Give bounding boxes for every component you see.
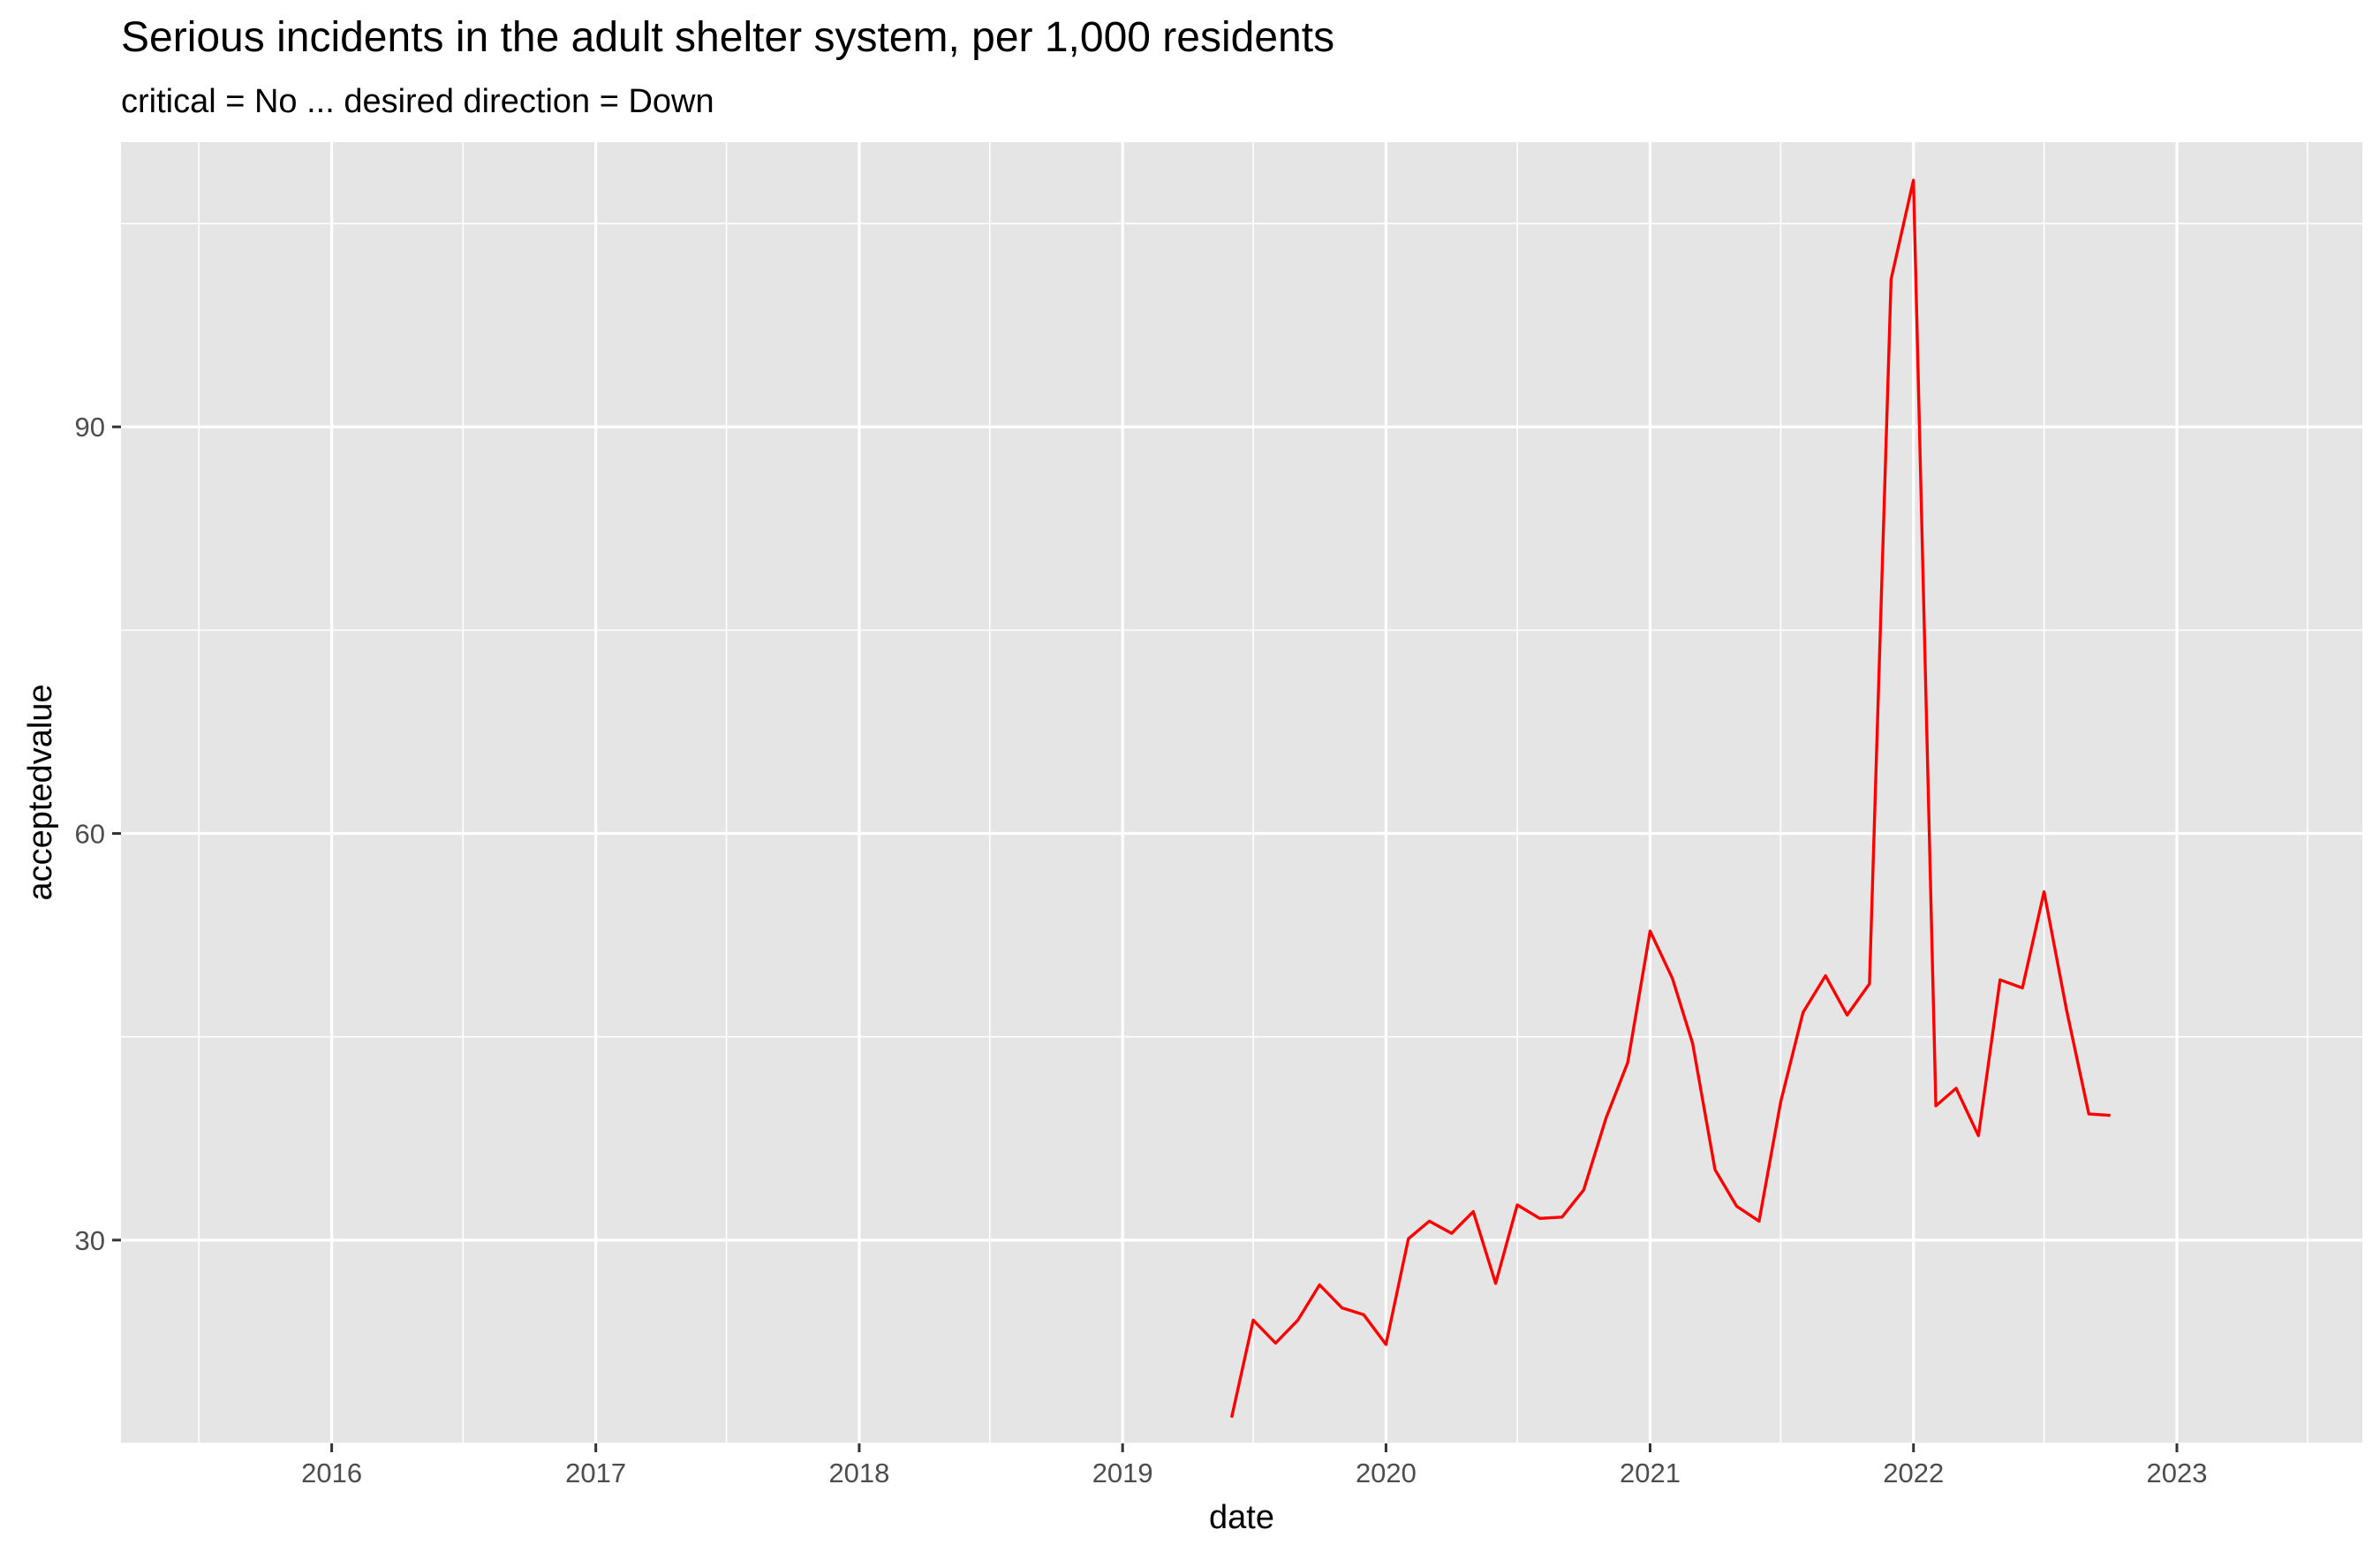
x-axis: 2016 2017 2018 2019 2020 2021 2022 2023 — [301, 1443, 2207, 1488]
major-gridlines — [121, 142, 2362, 1443]
x-tick-label: 2017 — [565, 1458, 626, 1488]
y-axis-title: acceptedvalue — [22, 684, 59, 900]
chart-title: Serious incidents in the adult shelter s… — [121, 14, 1334, 61]
y-tick-label: 60 — [75, 819, 105, 850]
y-axis: 30 60 90 — [75, 412, 121, 1256]
x-tick-label: 2023 — [2147, 1458, 2208, 1488]
y-tick-label: 90 — [75, 412, 105, 443]
x-tick-label: 2019 — [1092, 1458, 1153, 1488]
x-tick-label: 2021 — [1620, 1458, 1681, 1488]
x-tick-label: 2022 — [1883, 1458, 1944, 1488]
x-tick-label: 2016 — [301, 1458, 362, 1488]
plot-panel — [121, 142, 2362, 1443]
x-axis-title: date — [1209, 1499, 1274, 1536]
y-tick-label: 30 — [75, 1225, 105, 1256]
x-tick-label: 2020 — [1356, 1458, 1417, 1488]
x-tick-label: 2018 — [828, 1458, 889, 1488]
minor-gridlines — [121, 142, 2362, 1444]
chart-subtitle: critical = No ... desired direction = Do… — [121, 83, 714, 120]
series-layer — [1229, 178, 2111, 1419]
